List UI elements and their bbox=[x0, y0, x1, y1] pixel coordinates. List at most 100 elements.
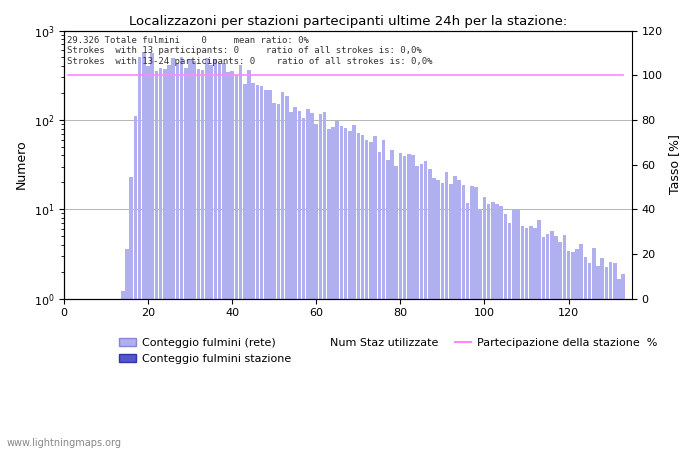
Bar bbox=[428, 169, 432, 450]
Bar bbox=[369, 142, 372, 450]
Bar bbox=[596, 266, 600, 450]
Bar bbox=[373, 136, 377, 450]
Bar bbox=[108, 298, 112, 450]
Bar bbox=[138, 57, 141, 450]
Bar bbox=[521, 226, 524, 450]
Bar bbox=[142, 52, 146, 450]
Bar bbox=[475, 187, 478, 450]
Bar bbox=[533, 228, 537, 450]
Bar bbox=[466, 203, 470, 450]
Bar bbox=[340, 126, 343, 450]
Bar bbox=[298, 111, 301, 450]
Bar bbox=[302, 117, 305, 450]
Bar bbox=[377, 153, 381, 450]
Bar bbox=[601, 258, 604, 450]
Bar bbox=[550, 231, 554, 450]
Bar bbox=[289, 112, 293, 450]
Bar bbox=[571, 252, 575, 450]
Bar bbox=[331, 127, 335, 450]
Bar bbox=[470, 185, 474, 450]
Bar bbox=[440, 183, 444, 450]
Bar bbox=[449, 184, 453, 450]
Bar bbox=[310, 113, 314, 450]
Bar bbox=[66, 298, 70, 450]
Bar bbox=[247, 70, 251, 450]
Bar bbox=[584, 257, 587, 450]
Bar bbox=[575, 249, 579, 450]
Bar bbox=[167, 65, 171, 450]
Bar bbox=[222, 63, 225, 450]
Bar bbox=[424, 162, 428, 450]
Bar bbox=[88, 298, 91, 450]
Y-axis label: Numero: Numero bbox=[15, 140, 28, 189]
Bar bbox=[234, 75, 238, 450]
Bar bbox=[293, 107, 297, 450]
Bar bbox=[512, 209, 516, 450]
Bar bbox=[360, 135, 364, 450]
Bar bbox=[559, 242, 562, 450]
Bar bbox=[83, 298, 87, 450]
Bar bbox=[483, 197, 486, 450]
Bar bbox=[276, 104, 280, 450]
Bar bbox=[201, 70, 204, 450]
Bar bbox=[176, 63, 179, 450]
Bar bbox=[444, 172, 449, 450]
Bar bbox=[163, 69, 167, 450]
Bar bbox=[554, 236, 558, 450]
Bar bbox=[613, 263, 617, 450]
Bar bbox=[268, 90, 272, 450]
Bar bbox=[411, 155, 415, 450]
Bar bbox=[125, 249, 129, 450]
Bar bbox=[172, 58, 175, 450]
Bar bbox=[479, 209, 482, 450]
Bar bbox=[487, 204, 491, 450]
Bar bbox=[563, 235, 566, 450]
Bar bbox=[230, 72, 234, 450]
Bar bbox=[398, 153, 402, 450]
Bar bbox=[180, 57, 183, 450]
Bar bbox=[588, 262, 592, 450]
Bar bbox=[617, 279, 621, 450]
Bar bbox=[226, 72, 230, 450]
Bar bbox=[96, 298, 99, 450]
Bar bbox=[314, 124, 318, 450]
Bar bbox=[256, 85, 259, 450]
Bar bbox=[432, 178, 436, 450]
Bar bbox=[453, 176, 457, 450]
Bar bbox=[184, 68, 188, 450]
Bar bbox=[529, 226, 533, 450]
Bar bbox=[104, 298, 108, 450]
Bar bbox=[436, 180, 440, 450]
Bar bbox=[508, 223, 512, 450]
Y-axis label: Tasso [%]: Tasso [%] bbox=[668, 135, 681, 194]
Bar bbox=[205, 58, 209, 450]
Bar bbox=[419, 164, 424, 450]
Bar bbox=[496, 204, 499, 450]
Bar bbox=[402, 156, 406, 450]
Legend: Conteggio fulmini (rete), Conteggio fulmini stazione, Num Staz utilizzate, Parte: Conteggio fulmini (rete), Conteggio fulm… bbox=[115, 333, 662, 368]
Bar bbox=[71, 298, 74, 450]
Bar bbox=[546, 234, 550, 450]
Bar bbox=[567, 251, 570, 450]
Bar bbox=[193, 61, 196, 450]
Bar bbox=[390, 150, 393, 450]
Bar bbox=[159, 68, 162, 450]
Bar bbox=[386, 160, 389, 450]
Bar bbox=[79, 298, 83, 450]
Bar bbox=[407, 154, 411, 450]
Bar bbox=[461, 185, 466, 450]
Bar bbox=[209, 65, 213, 450]
Bar bbox=[323, 112, 326, 450]
Bar bbox=[542, 237, 545, 450]
Bar bbox=[365, 140, 368, 450]
Bar bbox=[146, 66, 150, 450]
Bar bbox=[75, 298, 78, 450]
Bar bbox=[504, 215, 508, 450]
Bar bbox=[214, 59, 217, 450]
Bar bbox=[335, 122, 339, 450]
Text: www.lightningmaps.org: www.lightningmaps.org bbox=[7, 437, 122, 447]
Bar bbox=[622, 274, 625, 450]
Bar bbox=[197, 69, 200, 450]
Bar bbox=[264, 90, 267, 450]
Bar bbox=[491, 202, 495, 450]
